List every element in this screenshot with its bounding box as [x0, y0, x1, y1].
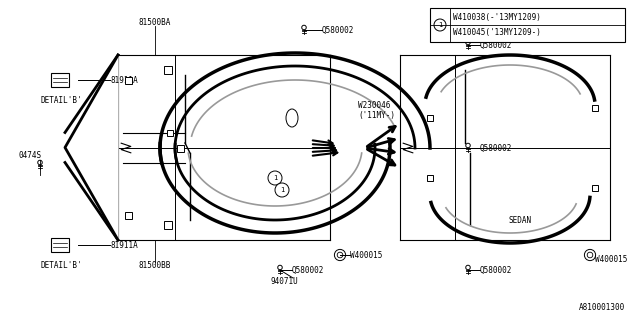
Bar: [427, 115, 433, 121]
Bar: [427, 175, 433, 181]
Text: Q580002: Q580002: [292, 266, 324, 275]
Text: A810001300: A810001300: [579, 303, 625, 313]
Bar: [592, 185, 598, 191]
Bar: [51, 73, 69, 87]
Text: W400015: W400015: [595, 255, 627, 265]
Text: 1: 1: [438, 22, 442, 28]
Text: DETAIL'B': DETAIL'B': [40, 260, 82, 269]
Bar: [125, 212, 131, 219]
Text: W400015: W400015: [350, 251, 382, 260]
Text: 81911A: 81911A: [110, 241, 138, 250]
Text: W230046: W230046: [358, 100, 390, 109]
Bar: [430, 8, 625, 42]
Text: W410045('13MY1209-): W410045('13MY1209-): [453, 28, 541, 37]
Text: W410038(-'13MY1209): W410038(-'13MY1209): [453, 13, 541, 22]
Text: B: B: [166, 222, 170, 228]
Text: Q580002: Q580002: [322, 26, 355, 35]
Text: B: B: [166, 67, 170, 73]
Text: DETAIL'B': DETAIL'B': [40, 95, 82, 105]
Text: 81500BB: 81500BB: [139, 260, 171, 269]
Text: 1: 1: [273, 175, 277, 181]
Text: ('11MY-): ('11MY-): [358, 110, 395, 119]
Text: Q580002: Q580002: [480, 41, 513, 50]
Bar: [592, 105, 598, 111]
Text: 1: 1: [280, 187, 284, 193]
Text: 81911A: 81911A: [110, 76, 138, 84]
Polygon shape: [65, 55, 118, 240]
Text: 0474S: 0474S: [18, 150, 41, 159]
Bar: [177, 145, 184, 151]
Bar: [164, 221, 172, 229]
Text: Q580002: Q580002: [480, 266, 513, 275]
Bar: [167, 130, 173, 136]
Text: Q580002: Q580002: [480, 143, 513, 153]
Bar: [125, 76, 131, 84]
Bar: [51, 238, 69, 252]
Circle shape: [275, 183, 289, 197]
Text: 81500BA: 81500BA: [139, 18, 171, 27]
Circle shape: [434, 19, 446, 31]
Ellipse shape: [286, 109, 298, 127]
Text: SEDAN: SEDAN: [508, 215, 532, 225]
Text: 94071U: 94071U: [270, 277, 298, 286]
Circle shape: [268, 171, 282, 185]
Bar: [164, 66, 172, 74]
